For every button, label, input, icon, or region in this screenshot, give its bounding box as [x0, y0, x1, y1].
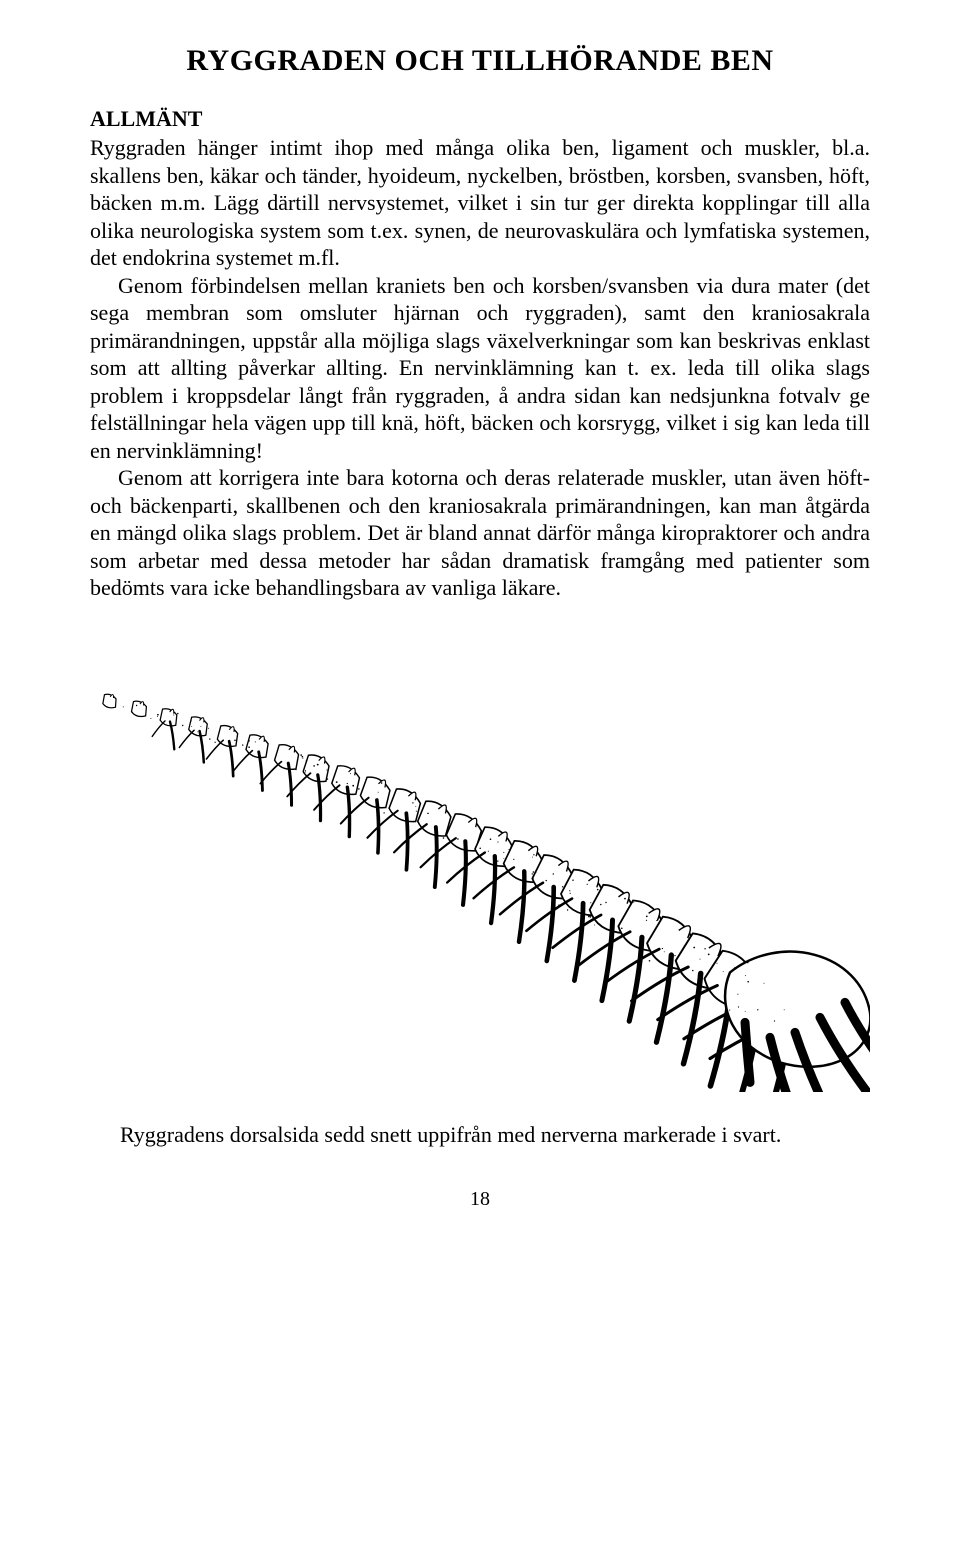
document-page: RYGGRADEN OCH TILLHÖRANDE BEN ALLMÄNT Ry…	[0, 0, 960, 1251]
page-title: RYGGRADEN OCH TILLHÖRANDE BEN	[90, 44, 870, 78]
paragraph-2: Genom förbindelsen mellan kraniets ben o…	[90, 272, 870, 465]
paragraph-3: Genom att korrigera inte bara kotorna oc…	[90, 464, 870, 602]
spine-illustration	[90, 662, 870, 1092]
figure-caption: Ryggradens dorsalsida sedd snett uppifrå…	[120, 1122, 870, 1148]
section-heading: ALLMÄNT	[90, 106, 870, 132]
paragraph-1: Ryggraden hänger intimt ihop med många o…	[90, 134, 870, 272]
spine-figure	[90, 662, 870, 1092]
page-number: 18	[90, 1188, 870, 1211]
